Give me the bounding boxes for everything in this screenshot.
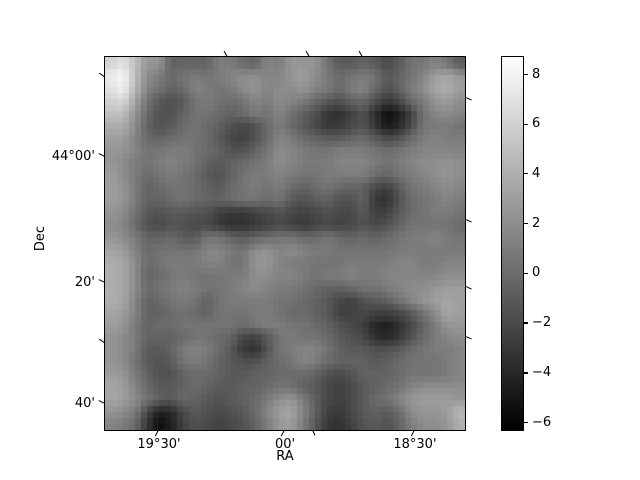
colorbar-tick (524, 173, 528, 175)
colorbar-tick-label: 8 (532, 66, 541, 82)
colorbar-tick-label: −6 (532, 414, 552, 430)
right-tick (465, 286, 472, 291)
colorbar-tick-label: 2 (532, 215, 541, 231)
colorbar-tick (524, 123, 528, 125)
right-tick (465, 336, 472, 341)
y-tick-label: 20' (74, 275, 95, 291)
colorbar-tick (524, 223, 528, 225)
colorbar-tick-label: −4 (532, 364, 552, 380)
colorbar-tick-label: −2 (532, 314, 552, 330)
right-tick (465, 219, 472, 224)
x-axis-label: RA (276, 449, 294, 464)
y-axis-label: Dec (33, 225, 49, 252)
colorbar-tick-label: 0 (532, 265, 541, 281)
colorbar-tick-label: 6 (532, 116, 541, 132)
plot-area (104, 56, 466, 431)
y-tick-label: 40' (74, 395, 95, 411)
colorbar-tick (524, 421, 528, 424)
colorbar-tick (524, 322, 528, 324)
colorbar-tick (524, 73, 528, 76)
x-tick-label: 18°30' (393, 437, 437, 452)
colorbar-tick (524, 272, 528, 274)
colorbar-tick (524, 372, 528, 374)
x-tick-label: 00' (274, 437, 296, 452)
y-tick-label: 44°00' (51, 148, 95, 164)
x-tick-label: 19°30' (137, 437, 181, 452)
right-tick (465, 97, 472, 102)
colorbar-tick-label: 4 (532, 165, 541, 181)
heatmap-image (105, 57, 465, 430)
colorbar (501, 56, 524, 431)
